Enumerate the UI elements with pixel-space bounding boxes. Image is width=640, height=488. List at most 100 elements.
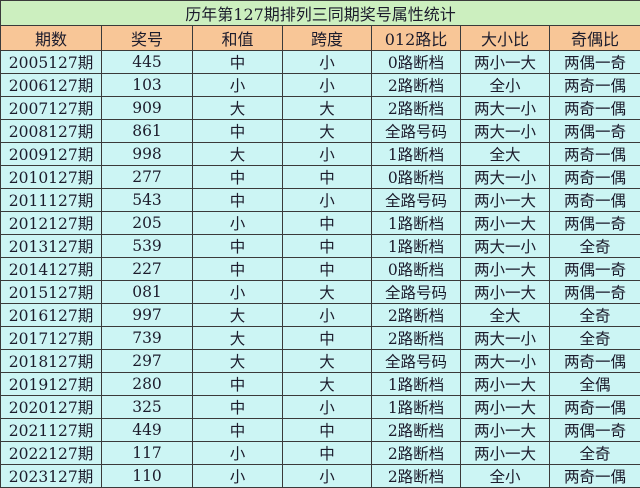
cell-sum: 中: [193, 235, 283, 258]
cell-issue: 2005127期: [1, 51, 102, 74]
cell-span: 中: [283, 212, 372, 235]
cell-route-012: 1路断档: [372, 143, 461, 166]
column-header-route-012: 012路比: [372, 26, 461, 51]
cell-number: 227: [102, 258, 193, 281]
cell-span: 小: [283, 51, 372, 74]
cell-big-small: 两小一大: [461, 442, 550, 465]
cell-route-012: 全路号码: [372, 189, 461, 212]
cell-odd-even: 两偶一奇: [550, 419, 640, 442]
cell-odd-even: 两奇一偶: [550, 350, 640, 373]
cell-issue: 2008127期: [1, 120, 102, 143]
cell-big-small: 两大一小: [461, 166, 550, 189]
cell-odd-even: 全奇: [550, 327, 640, 350]
cell-odd-even: 全奇: [550, 442, 640, 465]
cell-number: 861: [102, 120, 193, 143]
cell-route-012: 2路断档: [372, 327, 461, 350]
cell-span: 大: [283, 373, 372, 396]
cell-number: 445: [102, 51, 193, 74]
cell-route-012: 1路断档: [372, 396, 461, 419]
cell-issue: 2012127期: [1, 212, 102, 235]
cell-sum: 中: [193, 120, 283, 143]
cell-sum: 大: [193, 327, 283, 350]
cell-big-small: 两大一小: [461, 97, 550, 120]
column-header-issue: 期数: [1, 26, 102, 51]
cell-route-012: 0路断档: [372, 258, 461, 281]
cell-span: 小: [283, 143, 372, 166]
column-header-span: 跨度: [283, 26, 372, 51]
cell-sum: 中: [193, 189, 283, 212]
column-header-big-small: 大小比: [461, 26, 550, 51]
cell-span: 大: [283, 350, 372, 373]
cell-span: 中: [283, 235, 372, 258]
cell-issue: 2017127期: [1, 327, 102, 350]
cell-route-012: 1路断档: [372, 235, 461, 258]
cell-route-012: 1路断档: [372, 373, 461, 396]
cell-span: 小: [283, 189, 372, 212]
column-header-number: 奖号: [102, 26, 193, 51]
cell-sum: 中: [193, 396, 283, 419]
cell-sum: 大: [193, 97, 283, 120]
cell-sum: 中: [193, 166, 283, 189]
cell-odd-even: 两奇一偶: [550, 166, 640, 189]
cell-issue: 2020127期: [1, 396, 102, 419]
cell-span: 大: [283, 281, 372, 304]
cell-route-012: 2路断档: [372, 304, 461, 327]
cell-odd-even: 两奇一偶: [550, 97, 640, 120]
cell-route-012: 2路断档: [372, 465, 461, 488]
cell-number: 539: [102, 235, 193, 258]
cell-issue: 2015127期: [1, 281, 102, 304]
cell-big-small: 两大一小: [461, 327, 550, 350]
cell-odd-even: 两奇一偶: [550, 465, 640, 488]
cell-route-012: 全路号码: [372, 350, 461, 373]
cell-number: 325: [102, 396, 193, 419]
cell-span: 小: [283, 396, 372, 419]
cell-issue: 2013127期: [1, 235, 102, 258]
cell-number: 110: [102, 465, 193, 488]
cell-sum: 小: [193, 74, 283, 97]
cell-number: 449: [102, 419, 193, 442]
cell-route-012: 2路断档: [372, 97, 461, 120]
cell-big-small: 全小: [461, 465, 550, 488]
cell-span: 中: [283, 166, 372, 189]
cell-number: 280: [102, 373, 193, 396]
cell-issue: 2006127期: [1, 74, 102, 97]
cell-issue: 2021127期: [1, 419, 102, 442]
cell-number: 205: [102, 212, 193, 235]
column-header-odd-even: 奇偶比: [550, 26, 640, 51]
cell-odd-even: 两奇一偶: [550, 189, 640, 212]
cell-issue: 2018127期: [1, 350, 102, 373]
column-header-sum: 和值: [193, 26, 283, 51]
cell-route-012: 2路断档: [372, 74, 461, 97]
table-title: 历年第127期排列三同期奖号属性统计: [1, 1, 640, 26]
cell-route-012: 全路号码: [372, 120, 461, 143]
cell-span: 小: [283, 304, 372, 327]
cell-route-012: 2路断档: [372, 442, 461, 465]
cell-sum: 大: [193, 304, 283, 327]
cell-big-small: 两大一小: [461, 120, 550, 143]
cell-route-012: 1路断档: [372, 212, 461, 235]
cell-big-small: 全小: [461, 74, 550, 97]
cell-sum: 小: [193, 281, 283, 304]
cell-sum: 中: [193, 51, 283, 74]
cell-number: 739: [102, 327, 193, 350]
cell-number: 998: [102, 143, 193, 166]
cell-odd-even: 两偶一奇: [550, 120, 640, 143]
cell-span: 中: [283, 327, 372, 350]
cell-sum: 大: [193, 143, 283, 166]
cell-number: 277: [102, 166, 193, 189]
cell-odd-even: 两偶一奇: [550, 281, 640, 304]
cell-big-small: 两小一大: [461, 258, 550, 281]
cell-route-012: 2路断档: [372, 419, 461, 442]
cell-span: 小: [283, 74, 372, 97]
